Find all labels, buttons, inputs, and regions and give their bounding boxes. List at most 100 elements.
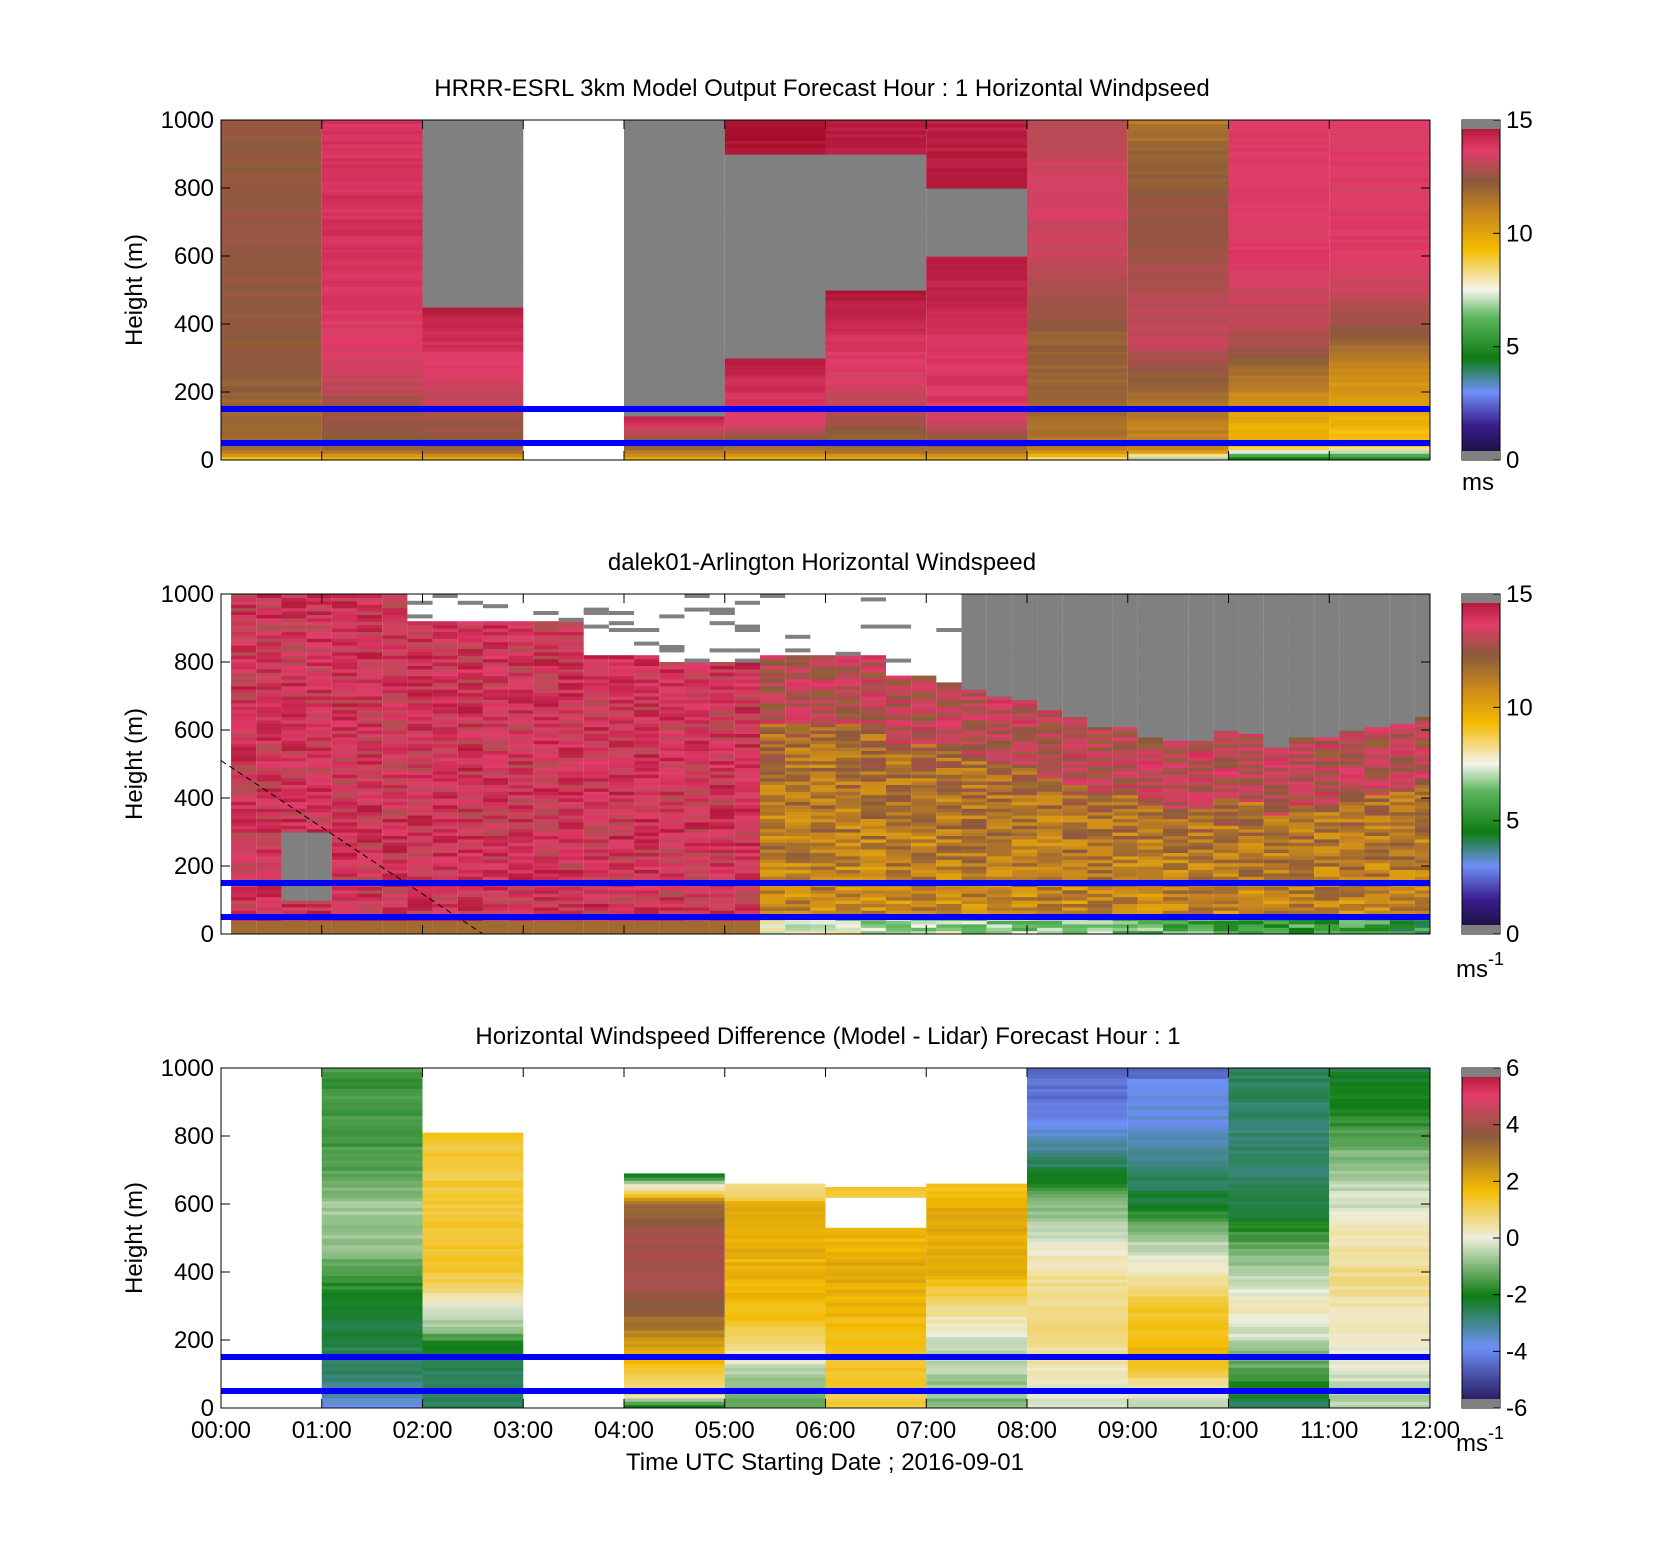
heatmap-cell bbox=[322, 137, 423, 141]
heatmap-cell bbox=[1027, 236, 1128, 240]
heatmap-cell bbox=[624, 300, 725, 304]
heatmap-cell bbox=[423, 120, 524, 124]
heatmap-cell bbox=[221, 287, 322, 291]
colorbar: 051015 ms bbox=[1462, 107, 1533, 496]
heatmap-cell bbox=[926, 402, 1027, 406]
heatmap-cell bbox=[1229, 372, 1330, 376]
heatmap-cell bbox=[1229, 239, 1330, 243]
heatmap-cell bbox=[322, 195, 423, 199]
heatmap-cell bbox=[659, 614, 684, 618]
heatmap-cell bbox=[423, 188, 524, 192]
heatmap-cell bbox=[423, 130, 524, 134]
heatmap-cell bbox=[407, 621, 432, 625]
heatmap-cell bbox=[684, 594, 709, 598]
heatmap-cell bbox=[221, 147, 322, 151]
heatmap-cell bbox=[423, 229, 524, 233]
heatmap-cell bbox=[725, 239, 826, 243]
heatmap-cell bbox=[423, 253, 524, 257]
heatmap-cell bbox=[826, 185, 927, 189]
heatmap-cell bbox=[1229, 212, 1330, 216]
heatmap-cell bbox=[322, 385, 423, 389]
heatmap-cell bbox=[1229, 246, 1330, 250]
heatmap-cell bbox=[624, 402, 725, 406]
heatmap-cell bbox=[423, 154, 524, 158]
heatmap-cell bbox=[826, 317, 927, 321]
heatmap-cell bbox=[322, 270, 423, 274]
heatmap-cell bbox=[926, 266, 1027, 270]
heatmap-cell bbox=[1229, 164, 1330, 168]
heatmap-cell bbox=[725, 222, 826, 226]
heatmap-cell bbox=[725, 219, 826, 223]
heatmap-cell bbox=[221, 219, 322, 223]
heatmap-cell bbox=[322, 246, 423, 250]
heatmap-cell bbox=[624, 321, 725, 325]
heatmap-cell bbox=[1027, 164, 1128, 168]
heatmap-cell bbox=[826, 137, 927, 141]
heatmap-cell bbox=[1229, 317, 1330, 321]
heatmap-cell bbox=[1027, 436, 1128, 440]
heatmap-cell bbox=[423, 195, 524, 199]
heatmap-cell bbox=[433, 594, 458, 598]
heatmap-cell bbox=[624, 151, 725, 155]
heatmap-cell bbox=[1113, 594, 1138, 598]
heatmap-cell bbox=[1229, 134, 1330, 138]
heatmap-cell bbox=[322, 300, 423, 304]
heatmap-cell bbox=[710, 608, 735, 612]
heatmap-cell bbox=[1329, 368, 1430, 372]
heatmap-cell bbox=[423, 151, 524, 155]
heatmap-cell bbox=[624, 168, 725, 172]
heatmap-cell bbox=[725, 154, 826, 158]
heatmap-cell bbox=[886, 676, 911, 680]
heatmap-cell bbox=[926, 151, 1027, 155]
heatmap-cell bbox=[322, 178, 423, 182]
heatmap-cell bbox=[1329, 212, 1430, 216]
heatmap-cell bbox=[221, 185, 322, 189]
colorbar-missing-high bbox=[1462, 120, 1500, 129]
heatmap-cell bbox=[1027, 338, 1128, 342]
heatmap-cell bbox=[1229, 270, 1330, 274]
heatmap-cell bbox=[1128, 137, 1229, 141]
heatmap-cell bbox=[962, 594, 987, 598]
heatmap-cell bbox=[926, 368, 1027, 372]
heatmap-cell bbox=[322, 266, 423, 270]
heatmap-cell bbox=[322, 436, 423, 440]
heatmap-cell bbox=[423, 321, 524, 325]
heatmap-cell bbox=[609, 655, 634, 659]
heatmap-cell bbox=[634, 628, 659, 632]
y-tick-label: 1000 bbox=[161, 107, 214, 134]
heatmap-cell bbox=[1027, 134, 1128, 138]
heatmap-cell bbox=[926, 283, 1027, 287]
colorbar-tick-label: 5 bbox=[1506, 334, 1519, 361]
heatmap-cell bbox=[322, 185, 423, 189]
heatmap-cell bbox=[1128, 338, 1229, 342]
heatmap-cell bbox=[725, 188, 826, 192]
heatmap-cell bbox=[1027, 147, 1128, 151]
heatmap-cell bbox=[1027, 229, 1128, 233]
heatmap-cell bbox=[221, 212, 322, 216]
heatmap-cell bbox=[624, 154, 725, 158]
panel-model: HRRR-ESRL 3km Model Output Forecast Hour… bbox=[121, 75, 1533, 496]
heatmap-cell bbox=[624, 178, 725, 182]
heatmap-cell bbox=[1027, 368, 1128, 372]
heatmap-cell bbox=[322, 334, 423, 338]
heatmap-cell bbox=[221, 202, 322, 206]
heatmap-cell bbox=[725, 334, 826, 338]
heatmap-cell bbox=[221, 270, 322, 274]
heatmap-cell bbox=[1027, 300, 1128, 304]
heatmap-cell bbox=[725, 205, 826, 209]
heatmap-cell bbox=[1329, 185, 1430, 189]
heatmap-cell bbox=[725, 127, 826, 131]
heatmap-cell bbox=[826, 321, 927, 325]
heatmap-cell bbox=[221, 127, 322, 131]
heatmap-cell bbox=[1329, 144, 1430, 148]
heatmap-cell bbox=[423, 338, 524, 342]
heatmap-cell bbox=[1229, 130, 1330, 134]
heatmap-cell bbox=[1128, 188, 1229, 192]
heatmap-cell bbox=[926, 120, 1027, 124]
heatmap-cell bbox=[1128, 212, 1229, 216]
heatmap-cell bbox=[634, 642, 659, 646]
heatmap-cell bbox=[886, 659, 911, 663]
heatmap-cell bbox=[1329, 130, 1430, 134]
heatmap-cell bbox=[926, 239, 1027, 243]
y-tick-label: 200 bbox=[174, 379, 214, 406]
